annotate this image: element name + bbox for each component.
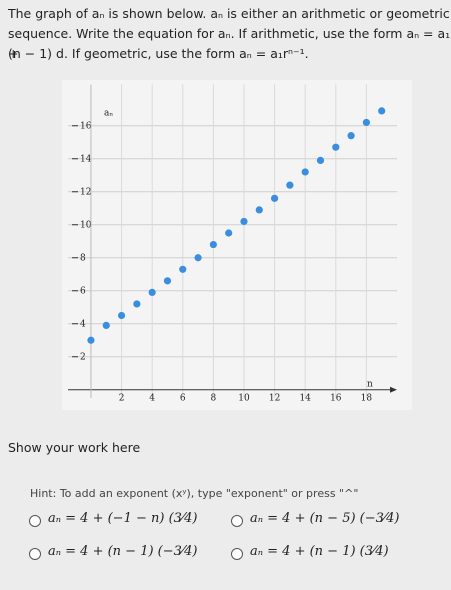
- point: [87, 336, 95, 344]
- point: [332, 143, 340, 151]
- point: [301, 168, 309, 176]
- chart-background: [62, 80, 412, 410]
- y-tick-label: 8: [80, 253, 86, 263]
- y-tick-label: 14: [80, 154, 92, 164]
- point: [316, 156, 325, 164]
- x-axis-label: n: [367, 380, 373, 390]
- y-tick-label: 10: [80, 220, 92, 230]
- y-tick-label: 2: [80, 352, 86, 362]
- y-tick-label: 4: [80, 319, 86, 329]
- option[interactable]: aₙ = 4 + (n − 5) (−3⁄4): [250, 511, 400, 526]
- point: [270, 194, 279, 202]
- point: [194, 254, 202, 262]
- y-tick-label: 16: [80, 121, 92, 131]
- question-line: sequence. Write the equation for aₙ. If …: [8, 26, 451, 61]
- point: [133, 300, 141, 308]
- chart: aₙ n 2 4 6 8 10 12 14 16 2 4 6 8 10 12 14 16 18: [62, 80, 412, 410]
- point: [286, 181, 294, 189]
- question-line: (n − 1) d. If geometric, use the form aₙ…: [8, 46, 309, 61]
- point: [209, 240, 217, 249]
- point: [255, 206, 263, 214]
- point: [378, 107, 386, 115]
- x-tick-label: 2: [119, 393, 125, 403]
- point: [179, 265, 187, 273]
- point: [362, 118, 370, 127]
- x-tick-label: 14: [299, 393, 311, 403]
- x-tick-label: 16: [330, 393, 342, 403]
- point: [240, 217, 248, 226]
- x-tick-label: 10: [238, 393, 250, 403]
- x-tick-label: 8: [211, 393, 217, 403]
- x-tick-label: 18: [361, 393, 373, 403]
- x-tick-label: 4: [149, 393, 155, 403]
- point: [347, 132, 355, 140]
- option[interactable]: aₙ = 4 + (−1 − n) (3⁄4): [48, 511, 198, 526]
- x-axis-arrow: [390, 386, 397, 393]
- y-tick-label: 6: [80, 286, 86, 296]
- point: [225, 229, 233, 237]
- point: [163, 277, 172, 285]
- radio[interactable]: [29, 515, 41, 527]
- y-tick-label: 12: [80, 187, 91, 197]
- hint: Hint: To add an exponent (xʸ), type "exp…: [30, 487, 359, 500]
- question-line: The graph of aₙ is shown below. aₙ is ei…: [8, 6, 450, 21]
- work-label: Show your work here: [8, 440, 141, 455]
- x-tick-label: 12: [269, 393, 280, 403]
- point: [117, 311, 126, 320]
- radio[interactable]: [231, 548, 243, 560]
- x-tick-label: 6: [180, 393, 186, 403]
- point: [102, 321, 110, 329]
- radio[interactable]: [29, 548, 41, 560]
- y-axis-label: aₙ: [104, 109, 113, 119]
- option[interactable]: aₙ = 4 + (n − 1) (−3⁄4): [48, 544, 198, 559]
- option[interactable]: aₙ = 4 + (n − 1) (3⁄4): [250, 544, 389, 559]
- point: [148, 288, 156, 296]
- radio[interactable]: [231, 515, 243, 527]
